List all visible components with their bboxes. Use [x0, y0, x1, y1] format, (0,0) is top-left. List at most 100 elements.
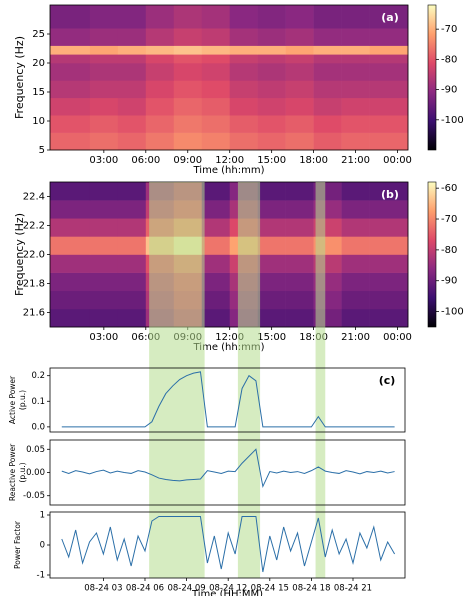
heatmap-cell — [117, 80, 147, 99]
heatmap-cell — [50, 45, 91, 55]
x-tick-label: 12:00 — [215, 332, 244, 343]
colorbar-tick-label: -70 — [441, 214, 457, 225]
heatmap-cell — [89, 97, 119, 116]
heatmap-cell — [229, 132, 258, 151]
heatmap-cell — [117, 28, 147, 46]
colorbar — [427, 181, 437, 328]
heatmap-cell — [117, 272, 147, 292]
heatmap-cell — [369, 63, 409, 81]
x-tick-label: 08-24 15 — [251, 584, 289, 594]
heatmap-cell — [341, 200, 370, 219]
y-tick-label: -0.05 — [23, 491, 45, 501]
heatmap-cell — [369, 5, 409, 29]
heatmap-cell — [117, 200, 147, 219]
heatmap-cell — [369, 272, 409, 292]
heatmap-cell — [369, 115, 409, 133]
heatmap-cell — [229, 54, 258, 64]
x-tick-label: 21:00 — [341, 332, 370, 343]
heatmap-cell — [285, 63, 314, 81]
heatmap-cell — [341, 5, 370, 29]
heatmap-cell — [173, 54, 203, 64]
heatmap-cell — [173, 97, 203, 116]
heatmap-cell — [369, 97, 409, 116]
y-tick-label: 0.00 — [26, 468, 45, 478]
panel-label: (a) — [381, 11, 398, 24]
y-tick-label: 25 — [32, 29, 45, 40]
heatmap-cell — [201, 200, 230, 219]
heatmap-cell — [341, 115, 370, 133]
heatmap-cell — [369, 45, 409, 55]
plot-frame — [49, 439, 406, 506]
heatmap-cell — [117, 45, 147, 55]
heatmap-cell — [117, 132, 147, 151]
heatmap-cell — [173, 5, 203, 29]
heatmap-cell — [173, 28, 203, 46]
y-tick-label: 0 — [40, 541, 45, 551]
x-axis-label: Time (hh:mm) — [193, 342, 265, 353]
heatmap-cell — [145, 54, 175, 64]
heatmap-cell — [257, 182, 286, 201]
heatmap-cell — [50, 218, 91, 237]
heatmap-cell — [285, 308, 314, 328]
heatmap-cell — [50, 28, 91, 46]
heatmap-cell — [313, 45, 342, 55]
y-tick-label: 20 — [32, 58, 45, 69]
heatmap-cell — [257, 28, 286, 46]
heatmap-cell — [313, 97, 342, 116]
highlight-band — [237, 182, 261, 578]
heatmap-cell — [229, 28, 258, 46]
heatmap-cell — [50, 5, 91, 29]
heatmap-cell — [201, 272, 230, 292]
heatmap-cell — [369, 28, 409, 46]
heatmap-cell — [285, 182, 314, 201]
heatmap-cell — [341, 54, 370, 64]
heatmap-cell — [285, 54, 314, 64]
heatmap-cell — [89, 308, 119, 328]
heatmap-cell — [173, 132, 203, 151]
x-tick-label: 08-24 03 — [84, 584, 122, 594]
heatmap-cell — [50, 80, 91, 99]
y-axis-label: Frequency (Hz) — [13, 213, 26, 296]
heatmap-cell — [201, 182, 230, 201]
heatmap-cell — [201, 308, 230, 328]
colorbar-tick-label: -80 — [441, 54, 457, 65]
x-tick-label: 09:00 — [173, 155, 202, 166]
heatmap-cell — [313, 132, 342, 151]
heatmap-cell — [117, 182, 147, 201]
heatmap-cell — [173, 45, 203, 55]
y-tick-label: 1 — [40, 511, 45, 521]
heatmap-cell — [257, 115, 286, 133]
x-tick-label: 08-24 12 — [209, 584, 247, 594]
heatmap-cell — [50, 254, 91, 273]
heatmap-cell — [257, 132, 286, 151]
heatmap-cell — [50, 115, 91, 133]
y-tick-label: -1 — [37, 571, 45, 581]
colorbar-tick-label: -100 — [441, 115, 464, 126]
heatmap-cell — [257, 290, 286, 310]
heatmap-cell — [201, 5, 230, 29]
heatmap-cell — [229, 115, 258, 133]
y-tick-label: 22.2 — [23, 221, 45, 232]
heatmap-cell — [313, 28, 342, 46]
plot-frame — [49, 367, 406, 433]
heatmap-cell — [257, 218, 286, 237]
heatmap-cell — [145, 63, 175, 81]
heatmap-cell — [117, 290, 147, 310]
x-tick-label: 03:00 — [89, 155, 118, 166]
heatmap-cell — [229, 97, 258, 116]
x-tick-label: 21:00 — [341, 155, 370, 166]
x-tick-label: 08-24 18 — [292, 584, 330, 594]
x-tick-label: 12:00 — [215, 155, 244, 166]
highlight-band — [315, 182, 326, 578]
heatmap-cell — [50, 200, 91, 219]
heatmap-cell — [145, 80, 175, 99]
x-tick-label: 00:00 — [383, 155, 412, 166]
heatmap-cell — [313, 54, 342, 64]
y-tick-label: 21.8 — [23, 279, 45, 290]
colorbar — [427, 4, 437, 151]
colorbar-tick-label: -80 — [441, 245, 457, 256]
heatmap-cell — [50, 236, 91, 255]
heatmap-cell — [201, 97, 230, 116]
highlight-band — [149, 182, 205, 578]
heatmap-cell — [369, 80, 409, 99]
